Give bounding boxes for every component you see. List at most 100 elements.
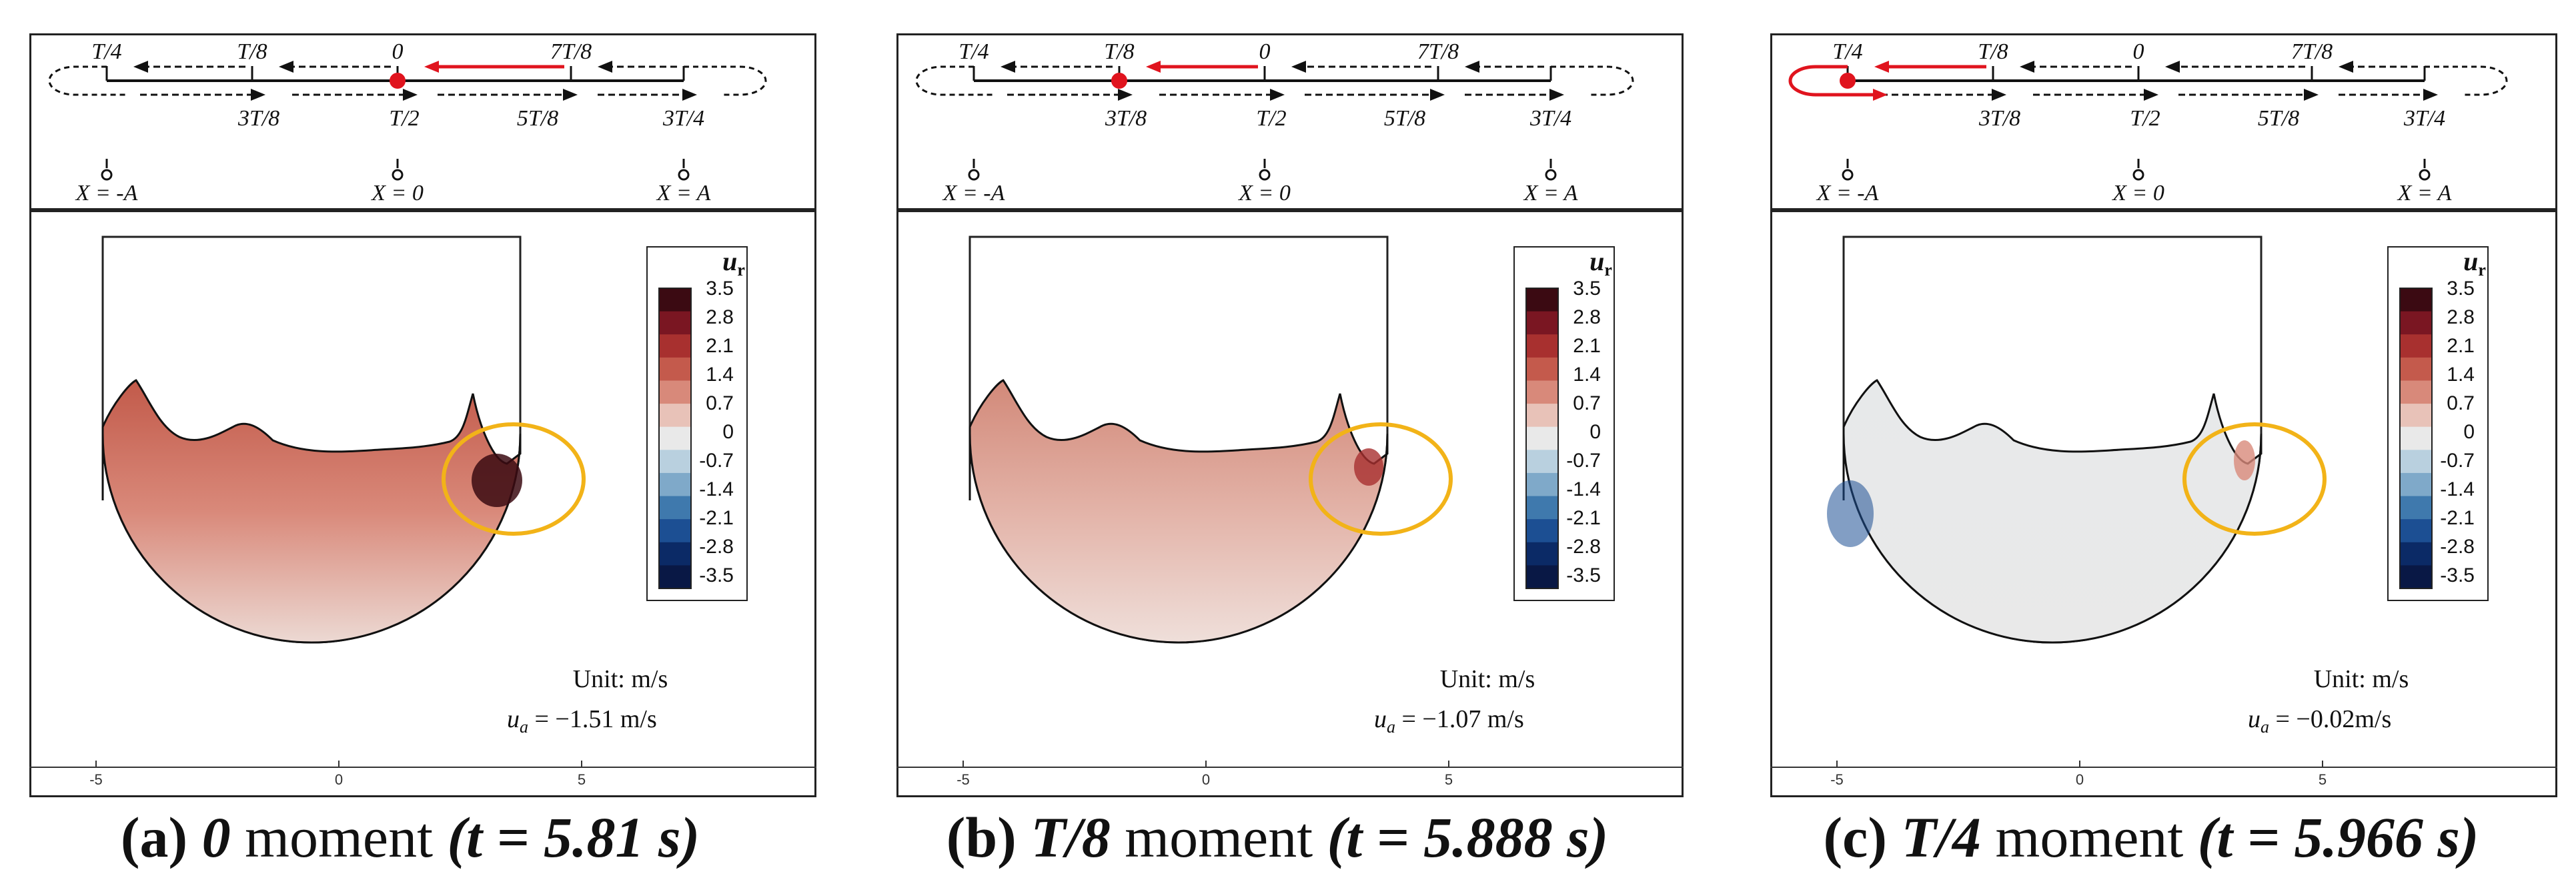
position-label: X = -A: [1816, 181, 1879, 205]
panel-b-graphics: T/4 T/8 0 7T/8 3T/8 T/2 5T/8 3T/4 X = -A X = 0 X =…: [896, 39, 1684, 788]
right-return-loop: [2425, 65, 2508, 96]
colorbar-swatch: [659, 380, 691, 404]
colorbar-swatch: [1526, 334, 1558, 358]
top-phase-label: T/4: [91, 39, 121, 64]
position-marker: [2132, 169, 2144, 181]
colorbar-swatch: [659, 334, 691, 358]
bottom-arrow-head: [403, 89, 418, 101]
colorbar-swatch: [2400, 288, 2432, 312]
ua-symbol: u: [1374, 705, 1387, 733]
position-marker: [101, 169, 113, 181]
phase-diagram-box: [896, 33, 1684, 210]
contour-plot: u r3.5 2.8 2.1 1.4 0.7 0 -0.7 -1.4 -2.1 -2.8 -3.5 Un…: [896, 236, 1684, 788]
bottom-phase-label: T/2: [1256, 106, 1286, 131]
colorbar-tick: -3.5: [2440, 564, 2475, 586]
ua-subscript: a: [1387, 717, 1395, 737]
caption-moment: T/8: [1031, 805, 1111, 869]
position-marker: [1545, 169, 1557, 181]
colorbar-tick: -2.1: [2440, 507, 2475, 529]
panel-a-caption: (a) 0 moment (t = 5.81 s): [0, 801, 820, 874]
colorbar-swatch: [2400, 380, 2432, 404]
caption-letter: (b): [946, 805, 1017, 869]
colorbar-border: [1525, 288, 1559, 589]
colorbar-tick: 2.8: [2447, 306, 2475, 328]
left-return-loop: [915, 65, 994, 96]
colorbar-tick: 0.7: [2447, 392, 2475, 414]
colorbar-tick: 0: [2463, 421, 2475, 443]
colorbar-swatch: [1526, 519, 1558, 543]
colorbar-title-sub: r: [2478, 260, 2486, 280]
colorbar-tick: 2.1: [706, 335, 734, 357]
contour-plot: u r3.5 2.8 2.1 1.4 0.7 0 -0.7 -1.4 -2.1 -2.8 -3.5 Un…: [1770, 236, 2557, 788]
panel-a: T/4 T/8 0 7T/8 3T/8 T/2 5T/8 3T/4 X = -A X = 0 X =…: [0, 0, 820, 894]
colorbar-tick: -2.8: [2440, 536, 2475, 558]
caption-word: moment: [1995, 805, 2184, 869]
position-label: X = A: [1523, 181, 1578, 205]
bottom-arrow-head: [2304, 89, 2319, 101]
top-arrow-head: [1001, 61, 1015, 73]
ua-subscript: a: [2261, 717, 2269, 737]
axis-tick-label: -5: [956, 771, 970, 788]
top-phase-label: T/8: [1104, 39, 1134, 64]
colorbar-tick: 3.5: [2447, 278, 2475, 300]
unit-label: Unit: m/s: [2314, 665, 2409, 693]
caption-letter: (a): [120, 805, 188, 869]
fluid-region: [1842, 379, 2263, 644]
velocity-peak: [472, 454, 522, 507]
colorbar-tick: 1.4: [2447, 364, 2475, 386]
axis-tick-label: 5: [1445, 771, 1453, 788]
colorbar-swatch: [1526, 311, 1558, 335]
caption-word: moment: [245, 805, 433, 869]
axis-tick-label: -5: [89, 771, 103, 788]
colorbar-swatch: [1526, 380, 1558, 404]
top-phase-label: 0: [1259, 39, 1271, 64]
colorbar-tick: 0: [722, 421, 734, 443]
position-label: X = -A: [75, 181, 138, 205]
current-position-dot: [1840, 73, 1856, 89]
bottom-phase-label: 3T/8: [237, 106, 279, 131]
colorbar-swatch: [2400, 334, 2432, 358]
bottom-arrow-head: [682, 89, 697, 101]
colorbar-swatch: [2400, 404, 2432, 428]
panel-c-caption: (c) T/4 moment (t = 5.966 s): [1741, 801, 2561, 874]
position-label: X = 0: [1237, 181, 1291, 205]
top-arrow-head: [1465, 61, 1479, 73]
colorbar-tick: -0.7: [699, 450, 734, 472]
colorbar-tick: 3.5: [1573, 278, 1601, 300]
colorbar-tick: -0.7: [2440, 450, 2475, 472]
top-phase-label: 0: [2133, 39, 2144, 64]
top-arrow-head: [2165, 61, 2180, 73]
position-marker: [392, 169, 404, 181]
position-marker: [1842, 169, 1854, 181]
bottom-phase-label: 3T/4: [1529, 106, 1571, 131]
bottom-arrow-head: [2144, 89, 2158, 101]
colorbar-tick: 0: [1589, 421, 1601, 443]
caption-letter: (c): [1823, 805, 1887, 869]
top-arrow-head: [1291, 61, 1306, 73]
colorbar-swatch: [1526, 450, 1558, 474]
ua-value: ua = −0.02m/s: [2248, 705, 2391, 737]
left-return-loop: [48, 65, 127, 96]
top-phase-label: T/8: [1978, 39, 2008, 64]
colorbar-swatch: [2400, 496, 2432, 520]
position-marker: [968, 169, 980, 181]
ua-value: ua = −1.51 m/s: [507, 705, 657, 737]
colorbar-swatch: [659, 542, 691, 566]
colorbar-swatch: [2400, 565, 2432, 589]
caption-moment: T/4: [1901, 805, 1981, 869]
top-arrow-head: [1146, 61, 1161, 73]
phase-diagram-box: [29, 33, 816, 210]
position-label: X = -A: [942, 181, 1005, 205]
position-marker: [678, 169, 690, 181]
bottom-arrow-head: [1430, 89, 1445, 101]
colorbar-tick: -2.8: [699, 536, 734, 558]
colorbar-tick: -2.1: [699, 507, 734, 529]
colorbar-swatch: [1526, 426, 1558, 450]
panel-c: T/4 T/8 0 7T/8 3T/8 T/2 5T/8 3T/4 X = -A X = 0 X =…: [1741, 0, 2561, 894]
caption-time: (t = 5.888 s): [1327, 805, 1609, 869]
bottom-phase-label: 3T/4: [662, 106, 704, 131]
colorbar-swatch: [659, 565, 691, 589]
bottom-phase-label: 5T/8: [517, 106, 558, 131]
phase-diagram: T/4 T/8 0 7T/8 3T/8 T/2 5T/8 3T/4 X = -A X = 0 X =…: [48, 39, 767, 205]
colorbar-tick: -3.5: [699, 564, 734, 586]
